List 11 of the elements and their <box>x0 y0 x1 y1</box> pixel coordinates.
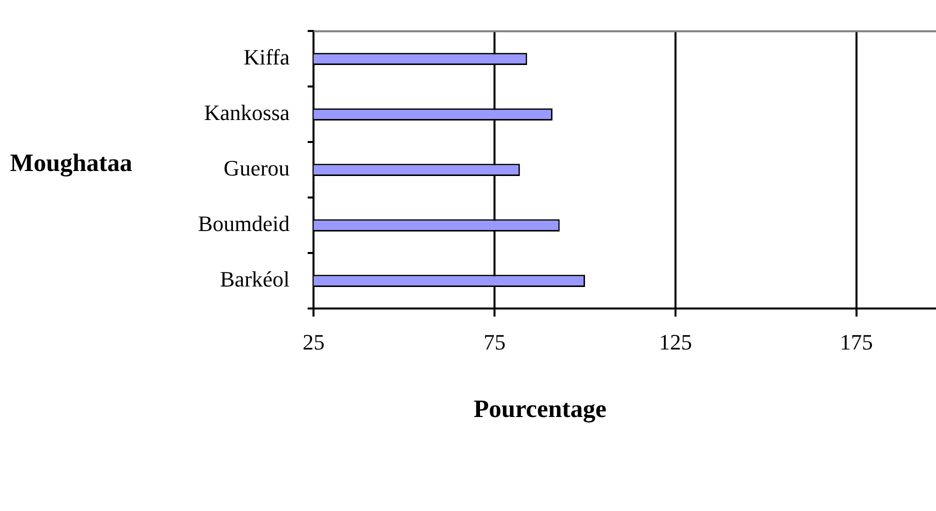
y-tick-label: Guerou <box>224 156 290 181</box>
x-tick-label: 25 <box>302 330 325 355</box>
x-axis-title: Pourcentage <box>474 396 606 424</box>
y-tick-label: Barkéol <box>220 266 290 292</box>
x-tick-label: 125 <box>658 330 692 355</box>
x-tick-label: 175 <box>840 330 873 355</box>
y-tick-label: Boumdeid <box>198 211 290 236</box>
y-axis-title: Moughataa <box>10 150 132 178</box>
y-tick-label: Kankossa <box>204 100 290 126</box>
x-tick-label: 75 <box>484 330 506 355</box>
y-tick-label: Kiffa <box>244 44 290 70</box>
